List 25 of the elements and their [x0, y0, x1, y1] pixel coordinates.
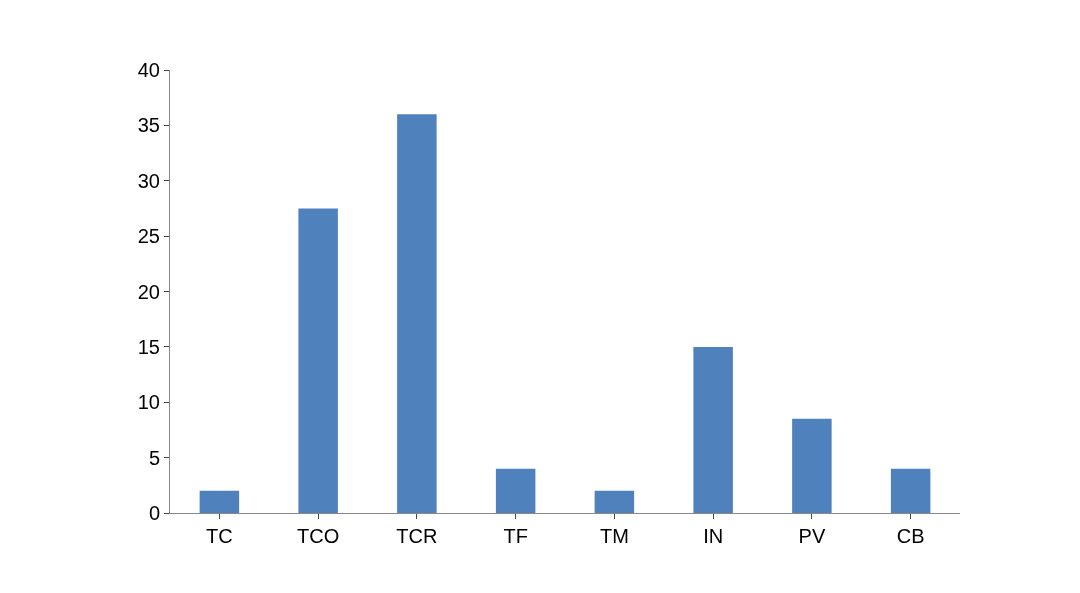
- y-tick-label: 40: [137, 59, 160, 81]
- x-tick-label: CB: [896, 525, 925, 547]
- y-tick-label: 20: [137, 280, 160, 303]
- x-tick-label: TM: [599, 525, 629, 547]
- y-tick-label: 30: [137, 169, 160, 192]
- y-tick-label: 10: [137, 391, 160, 414]
- bar: [298, 208, 338, 513]
- y-tick-label: 5: [148, 446, 160, 469]
- x-tick-label: TCR: [396, 525, 438, 547]
- bar: [594, 490, 635, 513]
- bar: [495, 468, 536, 513]
- y-tick-label: 35: [137, 114, 160, 137]
- bar: [693, 346, 733, 513]
- y-tick-label: 25: [137, 225, 160, 248]
- x-tick-label: TCO: [297, 525, 340, 547]
- x-tick-label: TC: [206, 525, 233, 547]
- bar: [397, 114, 437, 513]
- x-tick-label: TF: [503, 525, 528, 547]
- y-tick-label: 0: [148, 502, 160, 524]
- bar: [890, 468, 931, 513]
- x-tick-label: PV: [798, 525, 826, 547]
- x-tick-label: IN: [703, 525, 724, 547]
- y-tick-label: 15: [137, 335, 160, 358]
- bar: [199, 490, 240, 513]
- bar: [792, 418, 832, 513]
